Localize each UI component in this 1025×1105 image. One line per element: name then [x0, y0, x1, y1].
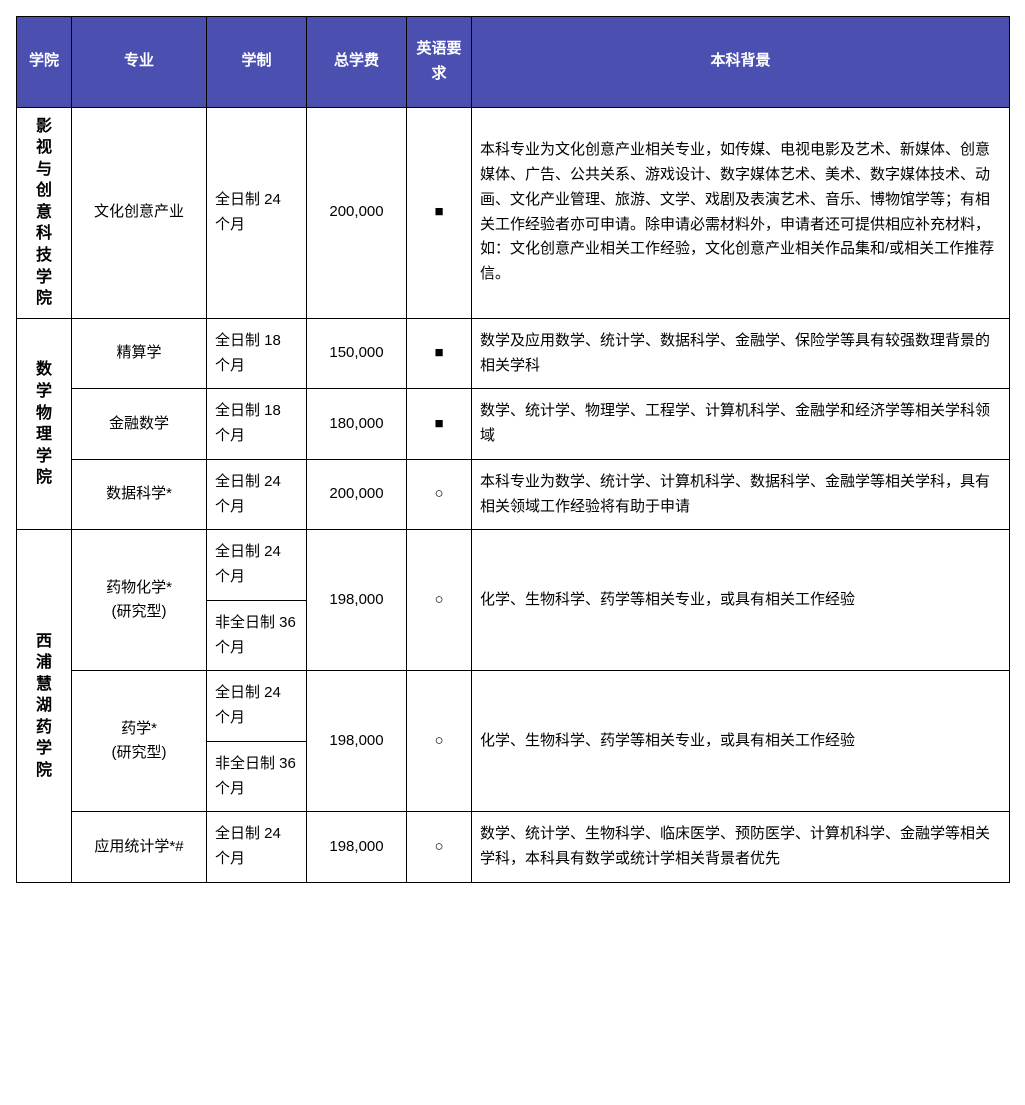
duration-cell: 全日制 24 个月 [207, 107, 307, 318]
english-cell: ○ [407, 812, 472, 883]
table-row: 应用统计学*# 全日制 24 个月 198,000 ○ 数学、统计学、生物科学、… [17, 812, 1010, 883]
duration-cell: 全日制 18 个月 [207, 389, 307, 460]
bg-cell: 化学、生物科学、药学等相关专业，或具有相关工作经验 [472, 671, 1010, 812]
bg-cell: 本科专业为文化创意产业相关专业，如传媒、电视电影及艺术、新媒体、创意媒体、广告、… [472, 107, 1010, 318]
major-cell: 药物化学* (研究型) [72, 530, 207, 671]
english-cell: ○ [407, 671, 472, 812]
duration-cell: 非全日制 36 个月 [207, 600, 307, 671]
major-cell: 药学* (研究型) [72, 671, 207, 812]
english-cell: ■ [407, 107, 472, 318]
major-note: (研究型) [80, 741, 198, 766]
fee-cell: 180,000 [307, 389, 407, 460]
fee-cell: 198,000 [307, 530, 407, 671]
fee-cell: 200,000 [307, 107, 407, 318]
fee-cell: 150,000 [307, 318, 407, 389]
col-header-college: 学院 [17, 17, 72, 108]
table-row: 数据科学* 全日制 24 个月 200,000 ○ 本科专业为数学、统计学、计算… [17, 459, 1010, 530]
bg-cell: 数学、统计学、物理学、工程学、计算机科学、金融学和经济学等相关学科领域 [472, 389, 1010, 460]
fee-cell: 198,000 [307, 812, 407, 883]
table-row: 数学物理学院 精算学 全日制 18 个月 150,000 ■ 数学及应用数学、统… [17, 318, 1010, 389]
major-cell: 数据科学* [72, 459, 207, 530]
bg-cell: 数学、统计学、生物科学、临床医学、预防医学、计算机科学、金融学等相关学科，本科具… [472, 812, 1010, 883]
bg-cell: 化学、生物科学、药学等相关专业，或具有相关工作经验 [472, 530, 1010, 671]
fee-cell: 200,000 [307, 459, 407, 530]
duration-cell: 非全日制 36 个月 [207, 741, 307, 812]
program-table: 学院 专业 学制 总学费 英语要求 本科背景 影视与创意科技学院 文化创意产业 … [16, 16, 1010, 883]
col-header-english: 英语要求 [407, 17, 472, 108]
table-row: 金融数学 全日制 18 个月 180,000 ■ 数学、统计学、物理学、工程学、… [17, 389, 1010, 460]
fee-cell: 198,000 [307, 671, 407, 812]
col-header-major: 专业 [72, 17, 207, 108]
college-cell: 西浦慧湖药学院 [17, 530, 72, 883]
col-header-bg: 本科背景 [472, 17, 1010, 108]
major-cell: 文化创意产业 [72, 107, 207, 318]
college-cell: 数学物理学院 [17, 318, 72, 530]
major-cell: 精算学 [72, 318, 207, 389]
table-row: 影视与创意科技学院 文化创意产业 全日制 24 个月 200,000 ■ 本科专… [17, 107, 1010, 318]
english-cell: ○ [407, 530, 472, 671]
english-cell: ■ [407, 318, 472, 389]
table-row: 西浦慧湖药学院 药物化学* (研究型) 全日制 24 个月 198,000 ○ … [17, 530, 1010, 601]
table-header-row: 学院 专业 学制 总学费 英语要求 本科背景 [17, 17, 1010, 108]
major-name: 药学* [80, 717, 198, 742]
duration-cell: 全日制 24 个月 [207, 459, 307, 530]
major-cell: 应用统计学*# [72, 812, 207, 883]
college-cell: 影视与创意科技学院 [17, 107, 72, 318]
col-header-fee: 总学费 [307, 17, 407, 108]
major-name: 药物化学* [80, 576, 198, 601]
major-note: (研究型) [80, 600, 198, 625]
duration-cell: 全日制 24 个月 [207, 530, 307, 601]
table-row: 药学* (研究型) 全日制 24 个月 198,000 ○ 化学、生物科学、药学… [17, 671, 1010, 742]
col-header-duration: 学制 [207, 17, 307, 108]
major-cell: 金融数学 [72, 389, 207, 460]
english-cell: ○ [407, 459, 472, 530]
duration-cell: 全日制 24 个月 [207, 812, 307, 883]
bg-cell: 本科专业为数学、统计学、计算机科学、数据科学、金融学等相关学科，具有相关领域工作… [472, 459, 1010, 530]
duration-cell: 全日制 24 个月 [207, 671, 307, 742]
english-cell: ■ [407, 389, 472, 460]
table-body: 影视与创意科技学院 文化创意产业 全日制 24 个月 200,000 ■ 本科专… [17, 107, 1010, 882]
bg-cell: 数学及应用数学、统计学、数据科学、金融学、保险学等具有较强数理背景的相关学科 [472, 318, 1010, 389]
duration-cell: 全日制 18 个月 [207, 318, 307, 389]
